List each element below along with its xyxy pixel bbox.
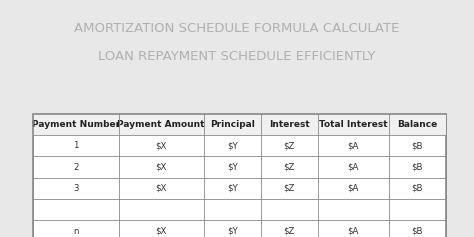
Text: $B: $B xyxy=(411,141,423,150)
FancyBboxPatch shape xyxy=(33,114,446,135)
Text: $Y: $Y xyxy=(227,141,237,150)
Text: Principal: Principal xyxy=(210,120,255,129)
Text: $X: $X xyxy=(155,141,167,150)
Text: LOAN REPAYMENT SCHEDULE EFFICIENTLY: LOAN REPAYMENT SCHEDULE EFFICIENTLY xyxy=(98,50,376,63)
Text: $X: $X xyxy=(155,184,167,193)
Text: $X: $X xyxy=(155,227,167,236)
Text: 1: 1 xyxy=(73,141,79,150)
Text: $Z: $Z xyxy=(283,227,295,236)
Text: $Y: $Y xyxy=(227,227,237,236)
Text: $Y: $Y xyxy=(227,184,237,193)
Text: $Y: $Y xyxy=(227,163,237,172)
Text: Payment Amount: Payment Amount xyxy=(118,120,205,129)
Text: $X: $X xyxy=(155,163,167,172)
Text: $A: $A xyxy=(347,227,359,236)
Text: $Z: $Z xyxy=(283,163,295,172)
Text: $Z: $Z xyxy=(283,184,295,193)
Text: $A: $A xyxy=(347,163,359,172)
Text: Balance: Balance xyxy=(397,120,437,129)
Text: AMORTIZATION SCHEDULE FORMULA CALCULATE: AMORTIZATION SCHEDULE FORMULA CALCULATE xyxy=(74,22,400,35)
FancyBboxPatch shape xyxy=(33,114,446,237)
Text: $A: $A xyxy=(347,184,359,193)
Text: $A: $A xyxy=(347,141,359,150)
Text: 3: 3 xyxy=(73,184,79,193)
Text: Payment Number: Payment Number xyxy=(32,120,120,129)
Text: Interest: Interest xyxy=(269,120,310,129)
Text: n: n xyxy=(73,227,79,236)
Text: $B: $B xyxy=(411,163,423,172)
Text: $Z: $Z xyxy=(283,141,295,150)
Text: 2: 2 xyxy=(73,163,79,172)
Text: Total Interest: Total Interest xyxy=(319,120,387,129)
Text: $B: $B xyxy=(411,184,423,193)
Text: $B: $B xyxy=(411,227,423,236)
